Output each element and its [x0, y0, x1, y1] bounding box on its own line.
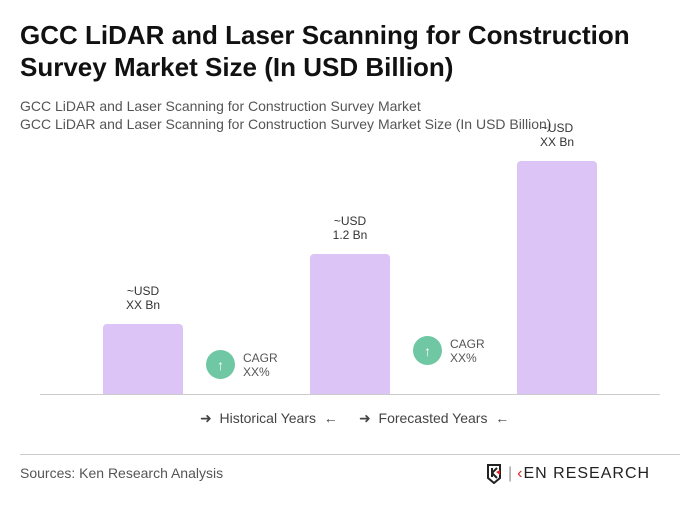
bar [517, 160, 597, 394]
ken-research-logo: | ‹ EN RESEARCH [486, 464, 650, 484]
cagr-badge: ↑ CAGR XX% [206, 350, 278, 379]
value-label: ~USD 1.2 Bn [300, 214, 400, 242]
value-label-line: 1.2 Bn [332, 227, 368, 242]
value-label-line: ~USD [126, 283, 160, 298]
subtitle-2: GCC LiDAR and Laser Scanning for Constru… [20, 116, 552, 132]
value-label: ~USD XX Bn [507, 121, 607, 149]
source-text: Sources: Ken Research Analysis [20, 465, 224, 481]
value-label: ~USD XX Bn [93, 284, 193, 312]
logo-icon [487, 464, 501, 484]
subtitle: GCC LiDAR and Laser Scanning for Constru… [20, 98, 421, 114]
divider [20, 454, 680, 455]
cagr-label: CAGR [243, 350, 278, 365]
arrow-up-icon: ↑ [206, 350, 235, 379]
legend-label: Historical Years [219, 410, 317, 426]
cagr-badge: ↑ CAGR XX% [413, 336, 485, 365]
arrow-up-icon: ↑ [413, 336, 442, 365]
cagr-value: XX% [243, 364, 270, 379]
page-title: GCC LiDAR and Laser Scanning for Constru… [20, 20, 630, 82]
value-label-line: ~USD [333, 213, 367, 228]
x-axis [40, 394, 660, 395]
bar [310, 253, 390, 394]
bar [103, 323, 183, 394]
value-label-line: ~USD [540, 120, 574, 135]
legend-historical: ➜ Historical Years ← [200, 410, 338, 426]
cagr-label: CAGR [450, 336, 485, 351]
value-label-line: XX Bn [539, 134, 575, 149]
legend-label: Forecasted Years [378, 410, 488, 426]
cagr-value: XX% [450, 350, 477, 365]
legend-forecasted: ➜ Forecasted Years ← [359, 410, 510, 426]
value-label-line: XX Bn [125, 297, 161, 312]
